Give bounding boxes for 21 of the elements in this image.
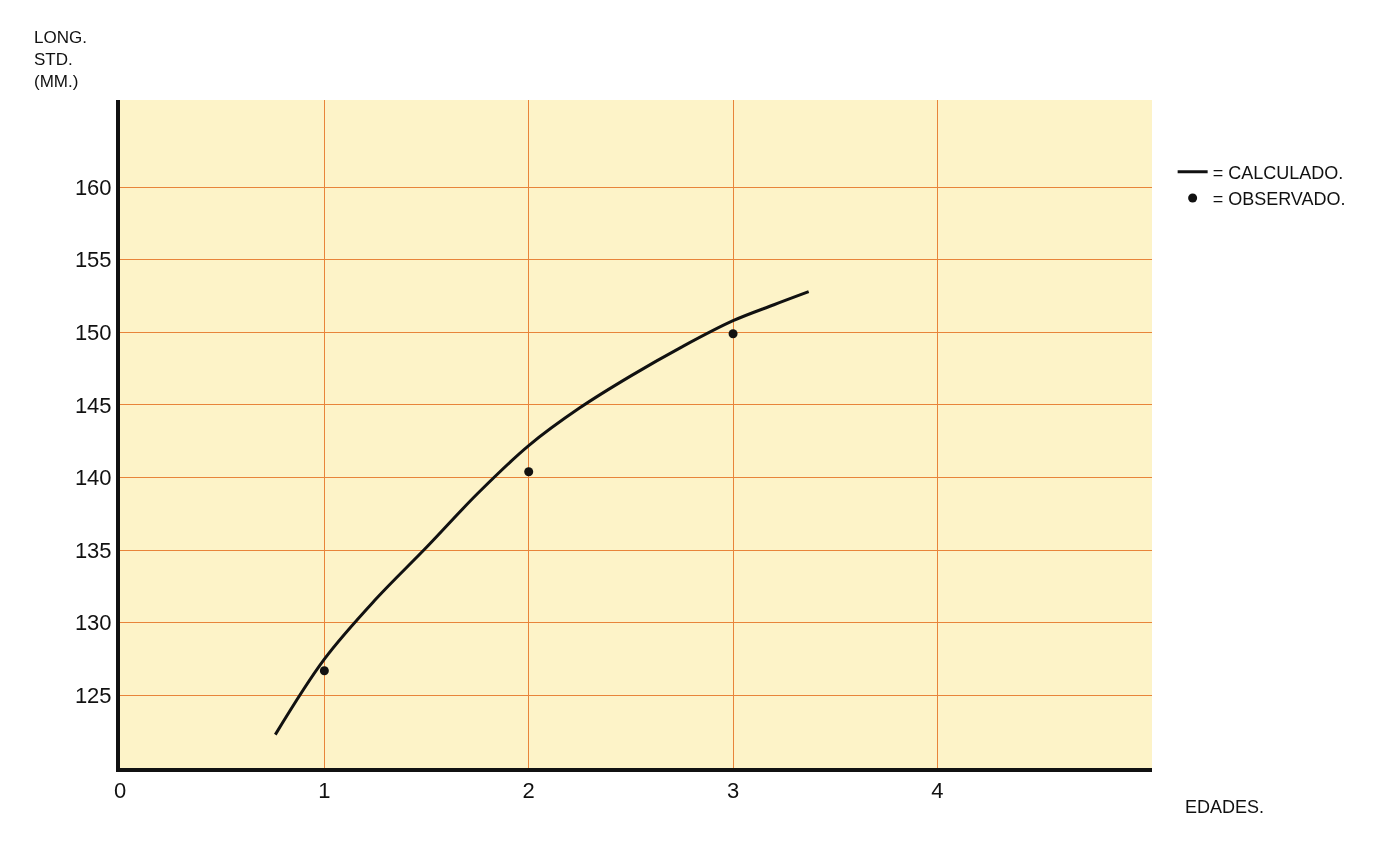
y-tick-label: 150 <box>74 320 112 346</box>
point <box>319 666 329 676</box>
y-tick-label: 135 <box>74 537 112 563</box>
y-tick-label: 160 <box>74 174 112 200</box>
y-tick-label: 155 <box>74 247 112 273</box>
y-tick-label: 125 <box>74 683 112 709</box>
y-tick-label: 145 <box>74 392 112 418</box>
legend-label: = OBSERVADO. <box>1212 189 1346 210</box>
y-axis-title: LONG. STD. (MM.) <box>34 28 87 92</box>
x-tick-label: 1 <box>318 778 331 804</box>
point <box>524 467 534 477</box>
y-tick-label: 140 <box>74 465 112 491</box>
x-axis-title: EDADES. <box>1185 797 1265 817</box>
x-tick-label: 4 <box>931 778 944 804</box>
x-tick-label: 2 <box>522 778 535 804</box>
line-series <box>273 290 811 737</box>
legend-label: = CALCULADO. <box>1212 162 1344 183</box>
x-tick-label: 0 <box>113 778 127 804</box>
point <box>728 329 738 339</box>
x-tick-label: 3 <box>726 778 740 804</box>
y-tick-label: 130 <box>74 610 112 636</box>
